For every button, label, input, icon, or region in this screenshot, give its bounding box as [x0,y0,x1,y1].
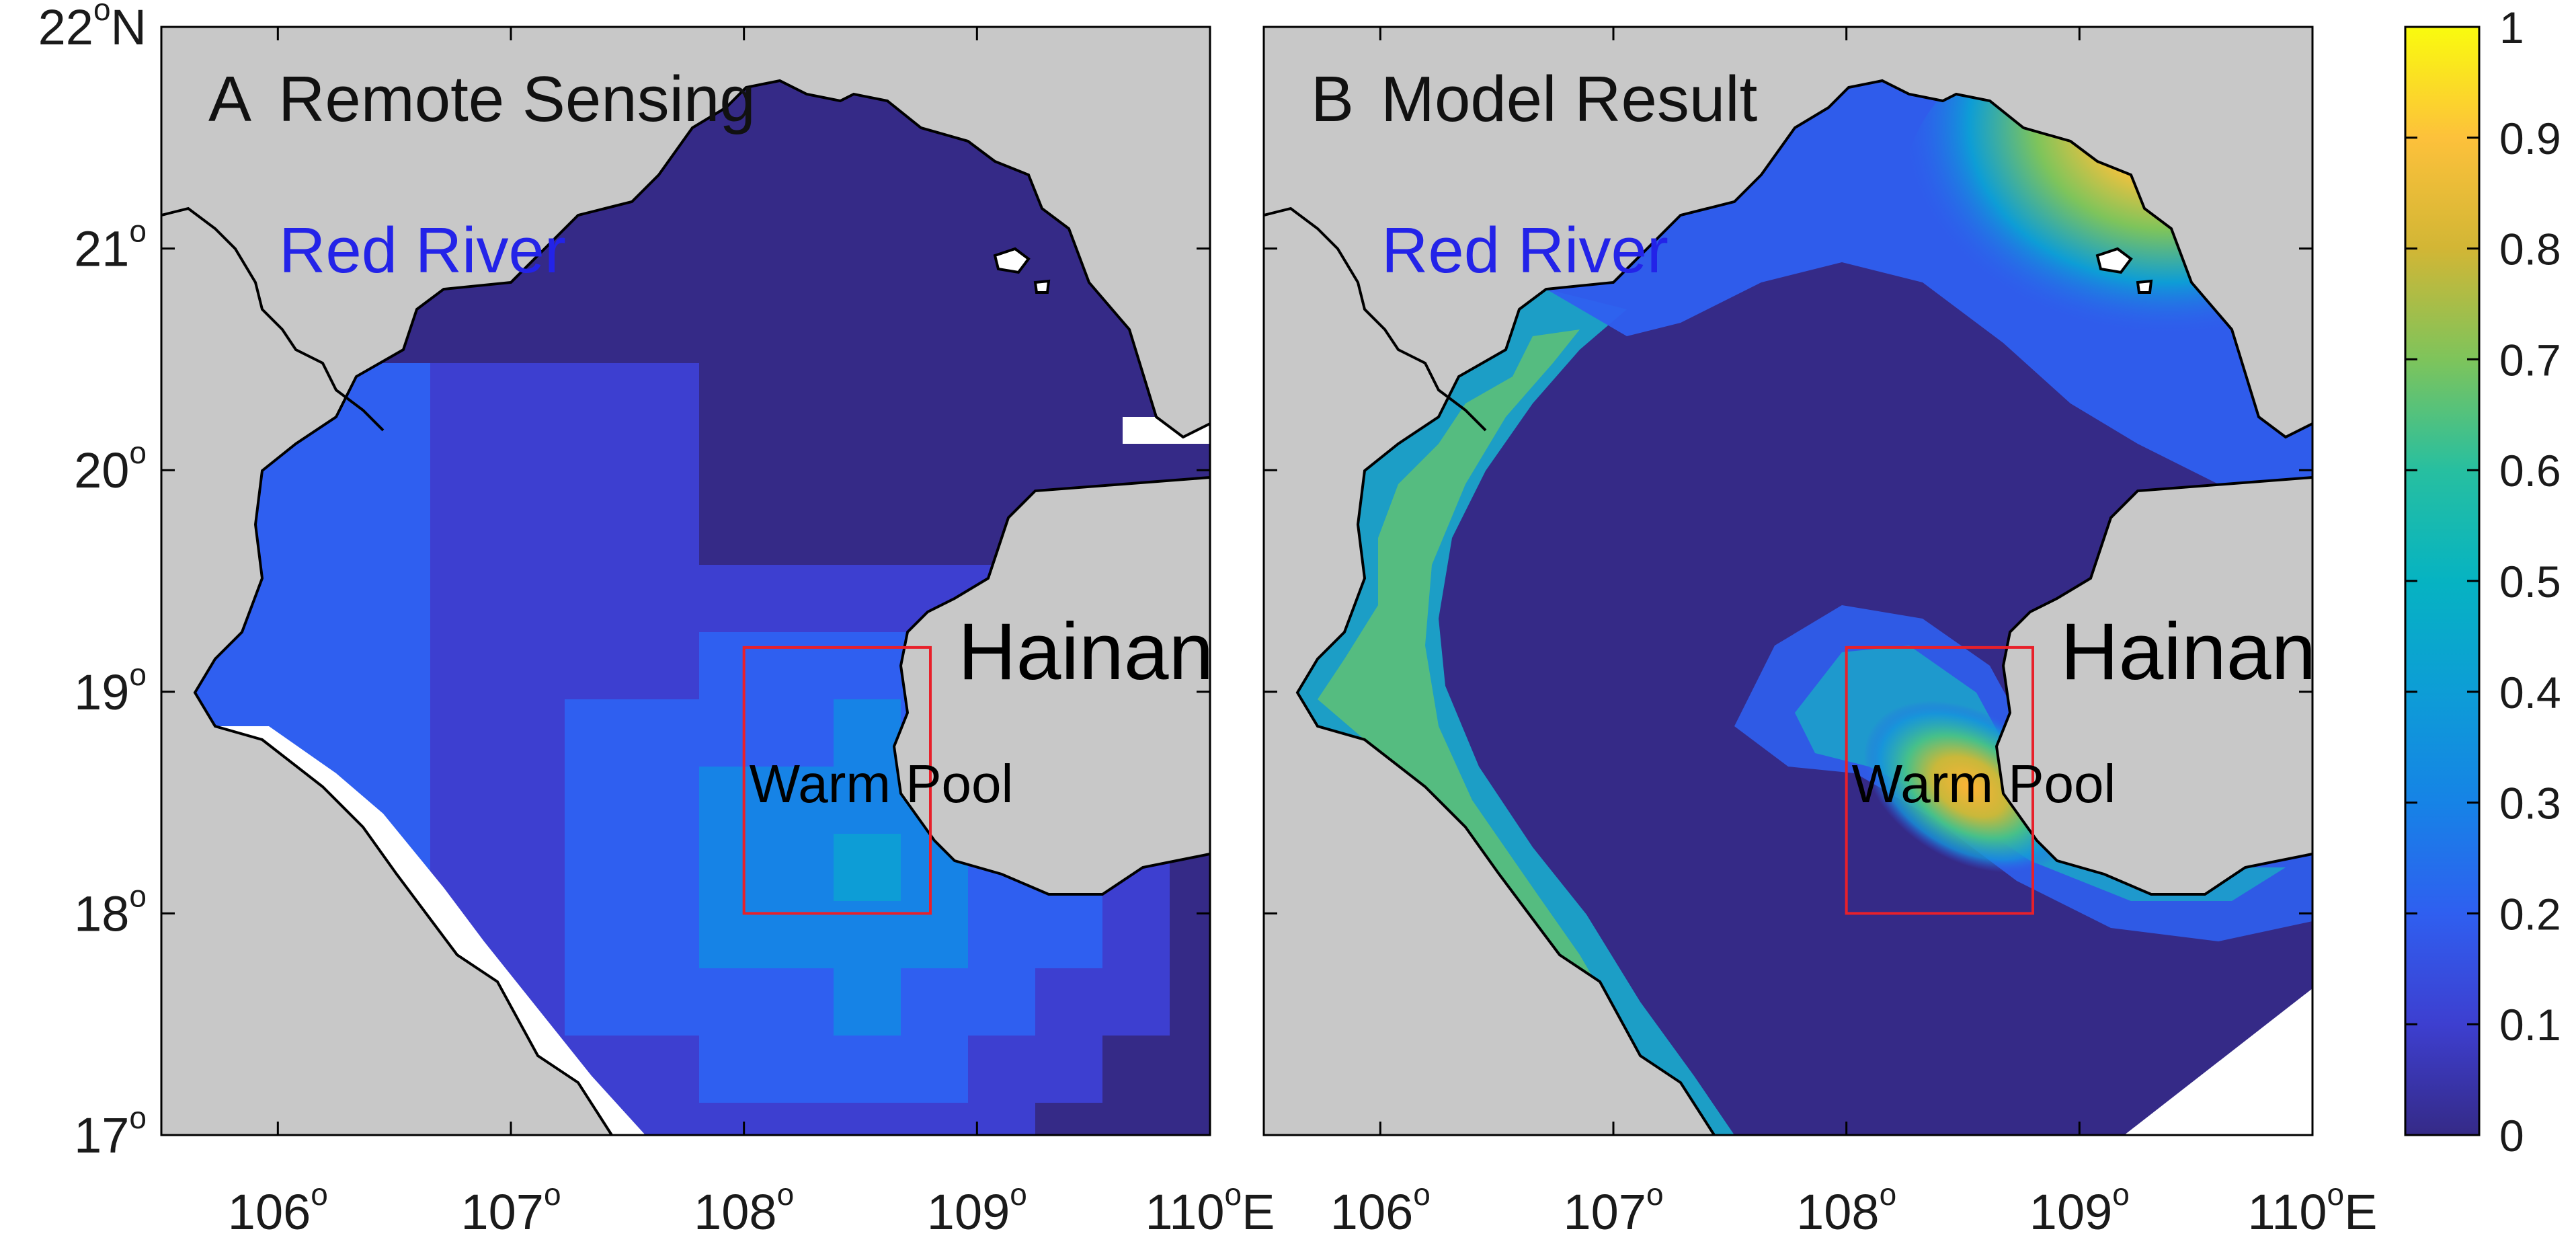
colorbar-gradient [2404,26,2481,1136]
red-river-label: Red River [1381,214,1668,286]
colorbar: 1 0.9 0.8 0.7 0.6 0.5 0.4 0.3 0.2 0.1 0 [2404,3,2561,1161]
panel-title: A Remote Sensing [208,63,756,135]
hainan-label: Hainan [958,607,1213,697]
colorbar-tick-label: 0.1 [2499,1000,2561,1050]
panel-overlay-a: A Remote Sensing Red River Hainan Warm Pool 1… [38,0,1275,1240]
panel-overlay-b: B Model Result Red River Hainan Warm Pool 106… [1264,26,2378,1240]
panel-title: B Model Result [1311,63,1757,135]
lon-tick-label: 110oE [2248,1177,2378,1240]
lat-tick-label: 17o [74,1100,147,1163]
colorbar-tick-label: 0.9 [2499,114,2561,163]
warm-pool-box [742,646,932,915]
lon-tick-label: 107o [460,1177,561,1240]
colorbar-tick-label: 0.6 [2499,446,2561,496]
lon-tick-label: 106o [1330,1177,1431,1240]
panel-model-result [1262,26,2314,1136]
lon-tick-label: 108o [694,1177,794,1240]
colorbar-tick-label: 0 [2499,1111,2524,1161]
warm-pool-label: Warm Pool [750,754,1014,814]
lat-tick-label: 20o [74,435,147,498]
colorbar-tick-label: 0.8 [2499,225,2561,274]
lon-tick-label: 109o [2029,1177,2130,1240]
colorbar-tick-label: 0.2 [2499,889,2561,939]
lon-tick-label: 106o [228,1177,328,1240]
colorbar-tick-label: 0.5 [2499,557,2561,607]
colorbar-tick-label: 0.4 [2499,668,2561,717]
lat-tick-label: 19o [74,657,147,720]
colorbar-tick-label: 1 [2499,3,2524,52]
hainan-label: Hainan [2060,607,2316,697]
warm-pool-box [1845,646,2035,915]
colorbar-tick-label: 0.3 [2499,779,2561,828]
lat-tick-label: 21o [74,214,147,277]
panel-remote-sensing [160,26,1211,1136]
lon-tick-label: 109o [927,1177,1027,1240]
lon-tick-label: 110oE [1145,1177,1275,1240]
lat-tick-label: 18o [74,878,147,941]
lon-tick-label: 108o [1796,1177,1896,1240]
red-river-label: Red River [279,214,566,286]
warm-pool-label: Warm Pool [1852,754,2116,814]
lon-tick-label: 107o [1563,1177,1663,1240]
lat-tick-label: 22oN [38,0,147,55]
colorbar-tick-label: 0.7 [2499,335,2561,385]
